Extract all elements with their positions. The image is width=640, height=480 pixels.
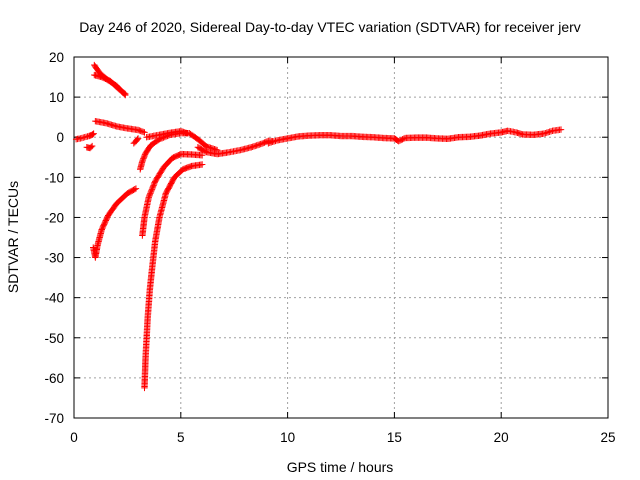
series-arc-8 [139,150,206,239]
data-point-marker [140,155,147,162]
data-point-marker [147,190,154,197]
data-points [72,61,565,392]
data-point-marker [146,192,153,200]
data-point-marker [87,143,95,151]
data-point-marker [150,180,158,188]
data-point-marker [184,130,191,137]
data-point-marker [148,186,156,193]
data-point-marker [198,152,206,159]
y-tick-label: 20 [49,50,64,65]
data-point-marker [557,126,565,133]
x-tick-label: 25 [600,430,615,445]
data-point-marker [134,135,142,142]
series-arc-6 [92,117,148,136]
data-point-marker [141,129,148,136]
series-arc-2 [83,142,96,152]
data-point-marker [131,186,138,193]
data-point-marker [134,136,141,143]
axis-ticks: 0 5 10 15 20 25 -70 -60 -50 -40 -30 -20 -10 0 10 20 [44,50,615,445]
x-tick-label: 5 [177,430,185,445]
y-tick-label: 0 [56,130,64,145]
data-point-marker [139,158,146,165]
y-tick-label: -20 [44,210,64,225]
y-tick-label: -40 [44,291,64,306]
data-point-marker [146,191,154,198]
data-point-marker [145,194,152,201]
data-point-marker [132,185,140,192]
data-point-marker [88,131,96,139]
y-tick-label: 10 [49,90,64,105]
data-point-marker [139,156,147,164]
x-axis-label: GPS time / hours [287,459,394,475]
series-arc-9 [141,161,206,392]
y-tick-label: -30 [44,251,64,266]
series-arc-1 [72,130,97,143]
series-arc-7 [130,135,142,147]
data-point-marker [141,152,148,160]
data-point-marker [140,154,148,161]
x-tick-label: 15 [387,430,402,445]
data-point-marker [90,130,97,137]
chart-title: Day 246 of 2020, Sidereal Day-to-day VTE… [79,19,581,35]
data-point-marker [88,142,96,150]
data-point-marker [89,131,97,138]
data-point-marker [147,188,155,196]
series-arc-5 [91,71,129,98]
x-tick-label: 20 [494,430,509,445]
data-point-marker [150,182,157,189]
data-point-marker [149,184,156,192]
data-point-marker [122,90,129,98]
y-tick-label: -50 [44,331,64,346]
y-tick-label: -60 [44,371,64,386]
plot-frame [73,56,609,419]
y-axis-label: SDTVAR / TECUs [5,181,21,293]
y-tick-label: -70 [44,411,64,426]
x-tick-label: 0 [70,430,78,445]
data-point-marker [149,183,157,190]
series-arc-3 [90,185,140,261]
x-tick-label: 10 [280,430,295,445]
grid-lines [74,57,608,418]
data-point-marker [148,187,155,194]
y-tick-label: -10 [44,170,64,185]
data-point-marker [198,161,206,168]
series-arc-11 [143,128,191,141]
series-arc-13 [265,126,565,147]
data-point-marker [120,89,128,97]
